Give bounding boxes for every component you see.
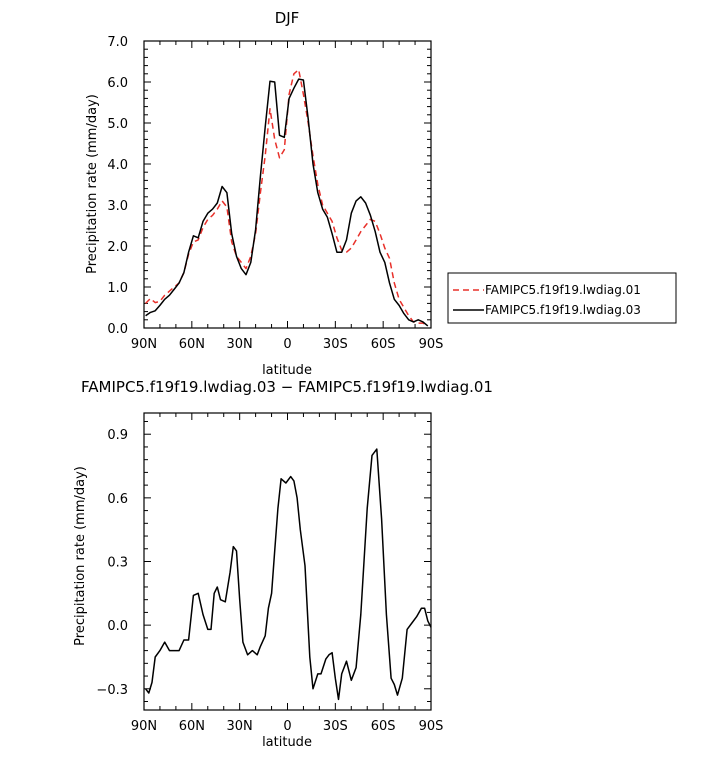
top-y-tick-label: 5.0	[107, 117, 128, 132]
legend: FAMIPC5.f19f19.lwdiag.01 FAMIPC5.f19f19.…	[447, 272, 677, 324]
bottom-y-axis-title: Precipitation rate (mm/day)	[73, 466, 88, 646]
top-axes: 90N 60N 30N 0 30S 60S 90S 0.0 1.0 2.0 3.0 4.0 5.0 6.0…	[107, 35, 443, 352]
top-y-tick-label: 0.0	[107, 322, 128, 337]
bottom-y-tick-label: 0.0	[107, 619, 128, 634]
top-y-tick-label: 2.0	[107, 240, 128, 255]
bottom-y-tick-label: −0.3	[96, 683, 128, 698]
top-y-tick-label: 3.0	[107, 199, 128, 214]
top-x-tick-label: 30S	[323, 337, 348, 352]
bottom-x-tick-label: 90S	[419, 719, 444, 734]
panel-bottom: FAMIPC5.f19f19.lwdiag.03 − FAMIPC5.f19f1…	[73, 378, 493, 750]
top-chart-title: DJF	[275, 9, 300, 27]
bottom-series-line-0	[145, 448, 432, 701]
bottom-x-tick-label: 90N	[131, 719, 157, 734]
bottom-y-tick-label: 0.9	[107, 428, 128, 443]
top-series-line-0	[145, 68, 429, 327]
top-x-tick-label: 60S	[371, 337, 396, 352]
bottom-x-tick-label: 60N	[179, 719, 205, 734]
panel-top: DJF 90N 60N 30N 0 30S 60S 90S 0.0 1.0 2.0 3.0 4.0 5.…	[85, 9, 677, 378]
top-series-line-1	[145, 78, 429, 327]
top-lines	[145, 68, 429, 327]
top-y-tick-label: 6.0	[107, 76, 128, 91]
top-y-tick-label: 4.0	[107, 158, 128, 173]
legend-label-series-01: FAMIPC5.f19f19.lwdiag.01	[485, 283, 641, 297]
top-x-tick-label: 60N	[179, 337, 205, 352]
bottom-x-axis-title: latitude	[262, 735, 312, 750]
legend-label-series-03: FAMIPC5.f19f19.lwdiag.03	[485, 303, 641, 317]
top-x-tick-label: 30N	[227, 337, 253, 352]
top-y-tick-label: 1.0	[107, 281, 128, 296]
top-x-tick-label: 0	[283, 337, 291, 352]
top-y-tick-label: 7.0	[107, 35, 128, 50]
bottom-y-tick-label: 0.6	[107, 492, 128, 507]
legend-box	[447, 272, 677, 324]
top-y-axis-title: Precipitation rate (mm/day)	[85, 94, 100, 274]
bottom-chart-title: FAMIPC5.f19f19.lwdiag.03 − FAMIPC5.f19f1…	[81, 378, 493, 396]
bottom-y-tick-label: 0.3	[107, 556, 128, 571]
top-x-tick-label: 90N	[131, 337, 157, 352]
bottom-x-tick-label: 0	[283, 719, 291, 734]
top-x-tick-label: 90S	[419, 337, 444, 352]
top-plot-frame	[143, 40, 432, 329]
bottom-plot-frame	[143, 412, 432, 711]
top-x-axis-title: latitude	[262, 363, 312, 378]
bottom-x-tick-label: 60S	[371, 719, 396, 734]
bottom-x-tick-label: 30S	[323, 719, 348, 734]
bottom-axes: 90N 60N 30N 0 30S 60S 90S −0.3 0.0 0.3 0.6 0.9	[96, 412, 444, 734]
bottom-x-tick-label: 30N	[227, 719, 253, 734]
bottom-lines	[145, 448, 432, 701]
